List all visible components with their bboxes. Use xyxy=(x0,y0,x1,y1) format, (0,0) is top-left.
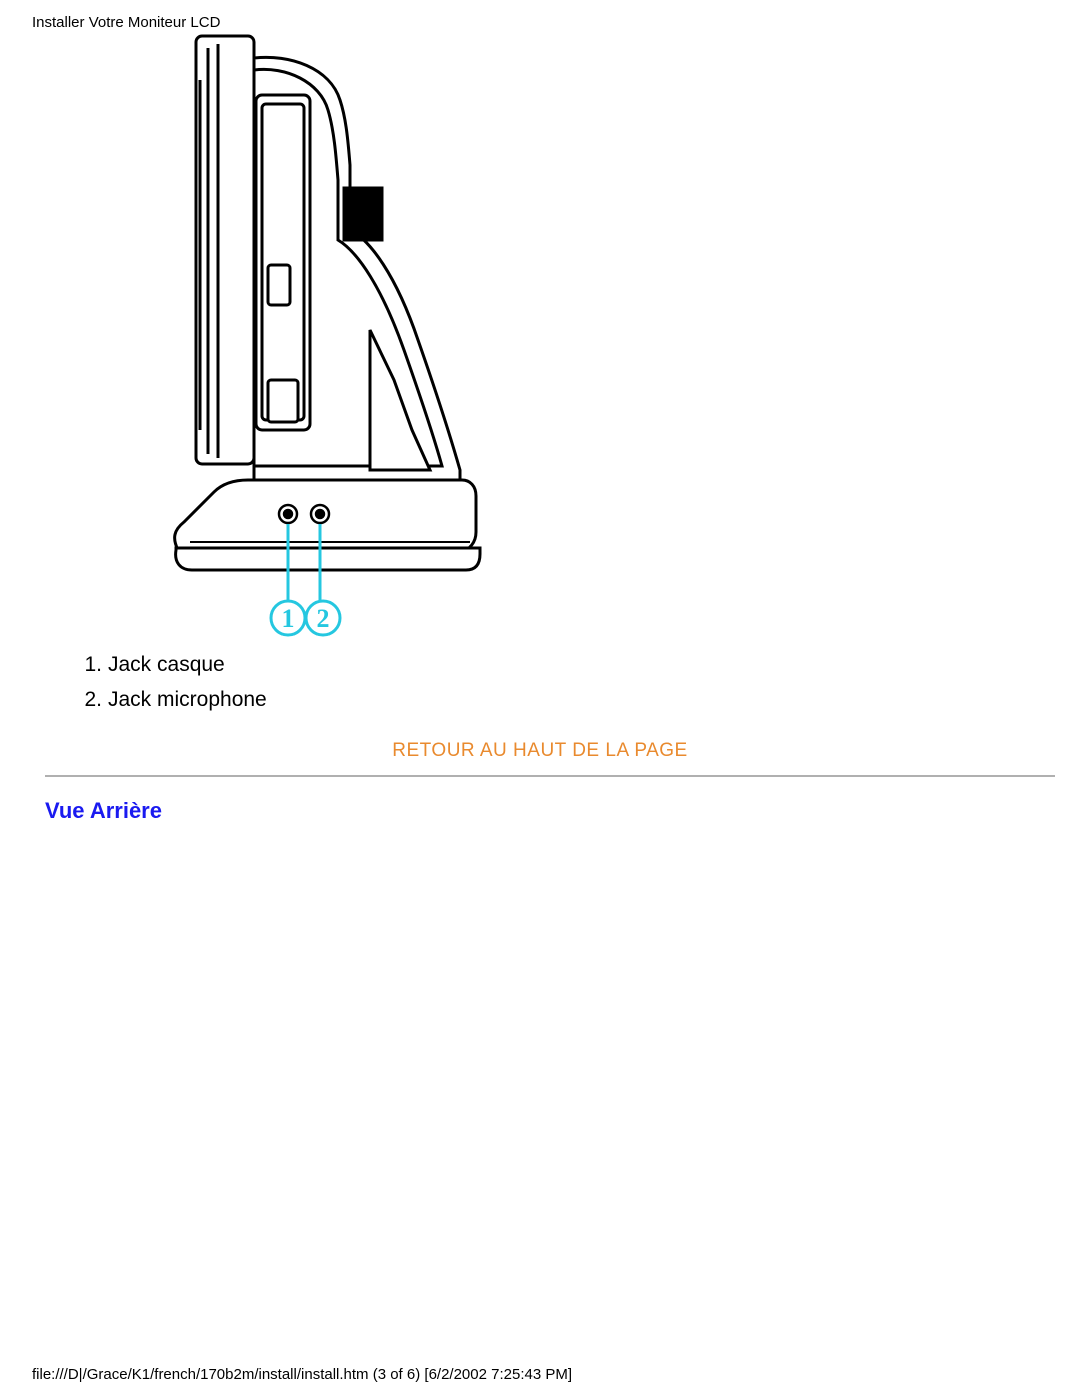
monitor-side-diagram: 1 2 xyxy=(170,30,500,640)
section-heading-rear-view: Vue Arrière xyxy=(45,798,162,824)
list-item-number: 1. xyxy=(80,648,102,683)
legend-list: 1. Jack casque 2. Jack microphone xyxy=(80,648,267,717)
list-item-label: Jack casque xyxy=(108,648,225,683)
divider xyxy=(45,775,1055,777)
list-item: 1. Jack casque xyxy=(80,648,267,683)
footer-path: file:///D|/Grace/K1/french/170b2m/instal… xyxy=(32,1366,572,1383)
list-item-label: Jack microphone xyxy=(108,683,267,718)
back-to-top: RETOUR AU HAUT DE LA PAGE xyxy=(0,740,1080,762)
page-header: Installer Votre Moniteur LCD xyxy=(32,14,220,31)
callout-2-label: 2 xyxy=(317,604,330,633)
callout-1-label: 1 xyxy=(282,604,295,633)
list-item-number: 2. xyxy=(80,683,102,718)
list-item: 2. Jack microphone xyxy=(80,683,267,718)
back-to-top-link[interactable]: RETOUR AU HAUT DE LA PAGE xyxy=(392,740,687,761)
